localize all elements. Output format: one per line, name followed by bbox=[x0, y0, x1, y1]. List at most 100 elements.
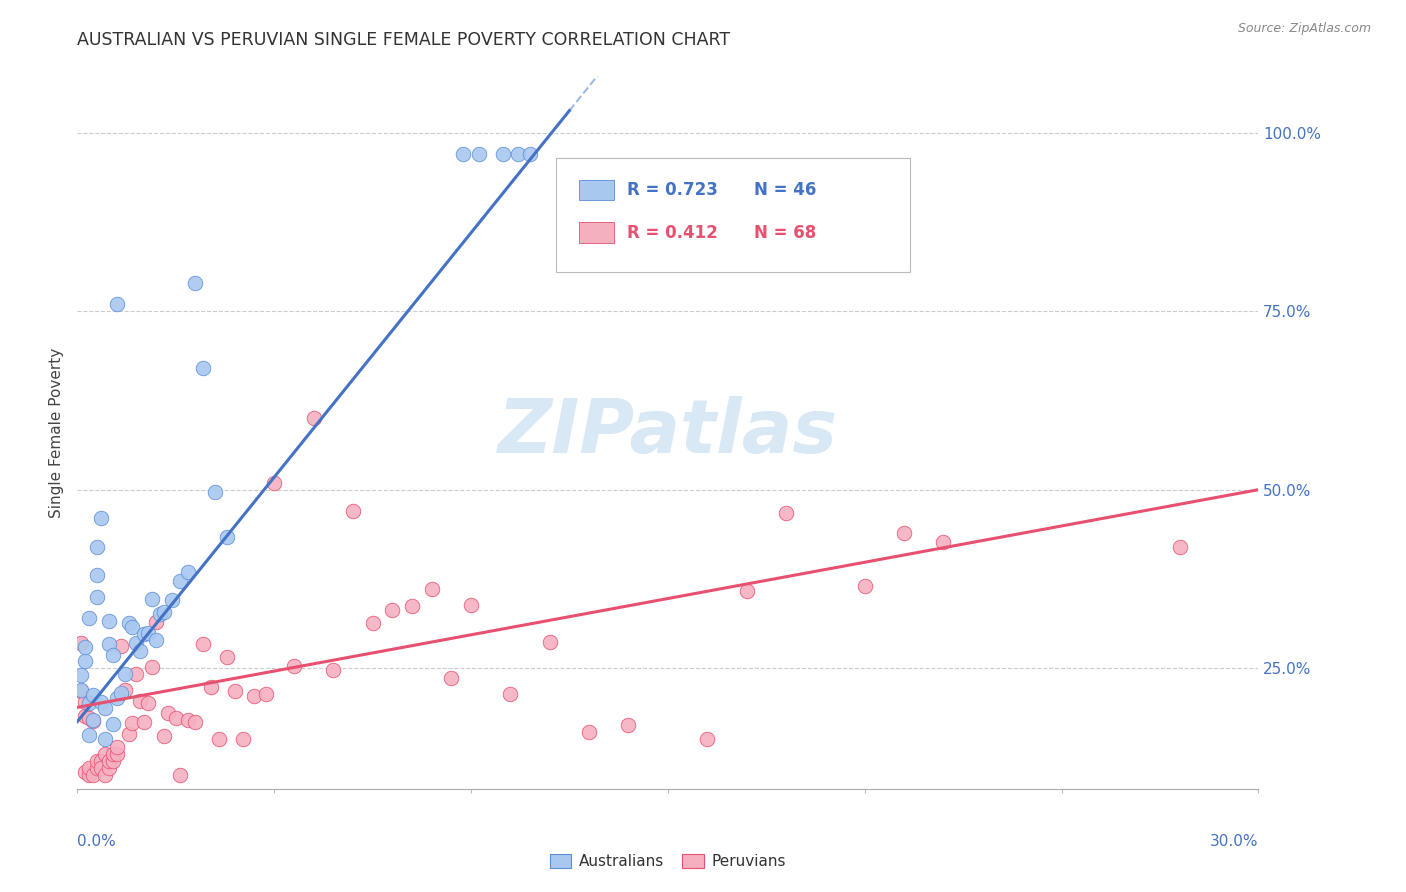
FancyBboxPatch shape bbox=[579, 179, 613, 201]
Point bbox=[401, 599, 423, 613]
Point bbox=[77, 761, 100, 775]
Point bbox=[491, 147, 513, 161]
Point bbox=[184, 276, 207, 290]
Point bbox=[381, 603, 404, 617]
Point bbox=[169, 768, 191, 782]
Point bbox=[193, 361, 215, 376]
Point bbox=[125, 667, 148, 681]
Point bbox=[617, 718, 640, 732]
Point bbox=[224, 684, 246, 698]
Point bbox=[193, 637, 215, 651]
Point bbox=[893, 525, 915, 540]
Point bbox=[90, 511, 112, 525]
Point bbox=[101, 747, 124, 761]
Point bbox=[208, 732, 231, 747]
Point bbox=[70, 684, 93, 698]
Point bbox=[204, 485, 226, 500]
Point bbox=[153, 605, 176, 619]
Point bbox=[215, 530, 238, 544]
Point bbox=[117, 727, 139, 741]
FancyBboxPatch shape bbox=[579, 222, 613, 244]
Point bbox=[105, 739, 128, 754]
Point bbox=[932, 535, 955, 549]
Point bbox=[75, 765, 97, 780]
Point bbox=[101, 648, 124, 662]
Point bbox=[322, 663, 344, 677]
Point bbox=[141, 660, 163, 674]
Point bbox=[77, 729, 100, 743]
Point bbox=[101, 717, 124, 731]
Point bbox=[117, 616, 139, 631]
Point bbox=[77, 768, 100, 782]
Point bbox=[578, 725, 600, 739]
Point bbox=[90, 761, 112, 775]
Point bbox=[90, 695, 112, 709]
Text: 0.0%: 0.0% bbox=[77, 834, 117, 849]
Point bbox=[114, 666, 136, 681]
Point bbox=[156, 706, 179, 720]
Point bbox=[105, 297, 128, 311]
Point bbox=[1168, 540, 1191, 554]
Text: AUSTRALIAN VS PERUVIAN SINGLE FEMALE POVERTY CORRELATION CHART: AUSTRALIAN VS PERUVIAN SINGLE FEMALE POV… bbox=[77, 31, 731, 49]
Text: ZIPatlas: ZIPatlas bbox=[498, 396, 838, 469]
Point bbox=[97, 637, 120, 651]
Point bbox=[460, 598, 482, 612]
Point bbox=[77, 711, 100, 725]
Point bbox=[519, 147, 541, 161]
Text: 30.0%: 30.0% bbox=[1211, 834, 1258, 849]
Point bbox=[149, 607, 172, 622]
Point bbox=[160, 593, 183, 607]
Point bbox=[94, 747, 117, 761]
Point bbox=[75, 654, 97, 668]
Point bbox=[75, 696, 97, 710]
Point bbox=[176, 713, 198, 727]
Point bbox=[121, 620, 143, 634]
Point bbox=[114, 683, 136, 698]
Point bbox=[232, 732, 254, 747]
Point bbox=[215, 649, 238, 664]
Point bbox=[70, 682, 93, 697]
Point bbox=[97, 614, 120, 628]
Point bbox=[153, 729, 176, 743]
Point bbox=[169, 574, 191, 588]
Point bbox=[86, 590, 108, 604]
Point bbox=[508, 147, 530, 161]
Text: R = 0.412: R = 0.412 bbox=[627, 224, 717, 242]
Point bbox=[451, 147, 474, 161]
Point bbox=[77, 696, 100, 710]
Point bbox=[136, 626, 159, 640]
Point bbox=[134, 715, 156, 730]
Point bbox=[184, 715, 207, 730]
Legend: Australians, Peruvians: Australians, Peruvians bbox=[544, 847, 792, 875]
Point bbox=[70, 668, 93, 682]
Y-axis label: Single Female Poverty: Single Female Poverty bbox=[49, 348, 65, 517]
Point bbox=[94, 768, 117, 782]
Point bbox=[263, 475, 285, 490]
Point bbox=[86, 761, 108, 775]
Point bbox=[302, 411, 325, 425]
Point bbox=[440, 671, 463, 685]
Text: N = 68: N = 68 bbox=[754, 224, 817, 242]
Point bbox=[82, 768, 104, 782]
Point bbox=[94, 732, 117, 747]
Point bbox=[70, 636, 93, 650]
Text: N = 46: N = 46 bbox=[754, 181, 817, 199]
Point bbox=[82, 713, 104, 727]
Point bbox=[97, 754, 120, 768]
Point bbox=[94, 701, 117, 715]
Point bbox=[129, 644, 152, 658]
Point bbox=[735, 584, 758, 599]
Point bbox=[136, 696, 159, 710]
Point bbox=[82, 714, 104, 729]
Point bbox=[105, 747, 128, 761]
Point bbox=[86, 754, 108, 768]
Point bbox=[105, 690, 128, 705]
Point bbox=[134, 627, 156, 641]
Point bbox=[110, 686, 132, 700]
FancyBboxPatch shape bbox=[555, 158, 910, 272]
Point bbox=[82, 688, 104, 702]
Point bbox=[125, 636, 148, 650]
Point bbox=[86, 568, 108, 582]
Point bbox=[141, 591, 163, 606]
Point bbox=[97, 761, 120, 775]
